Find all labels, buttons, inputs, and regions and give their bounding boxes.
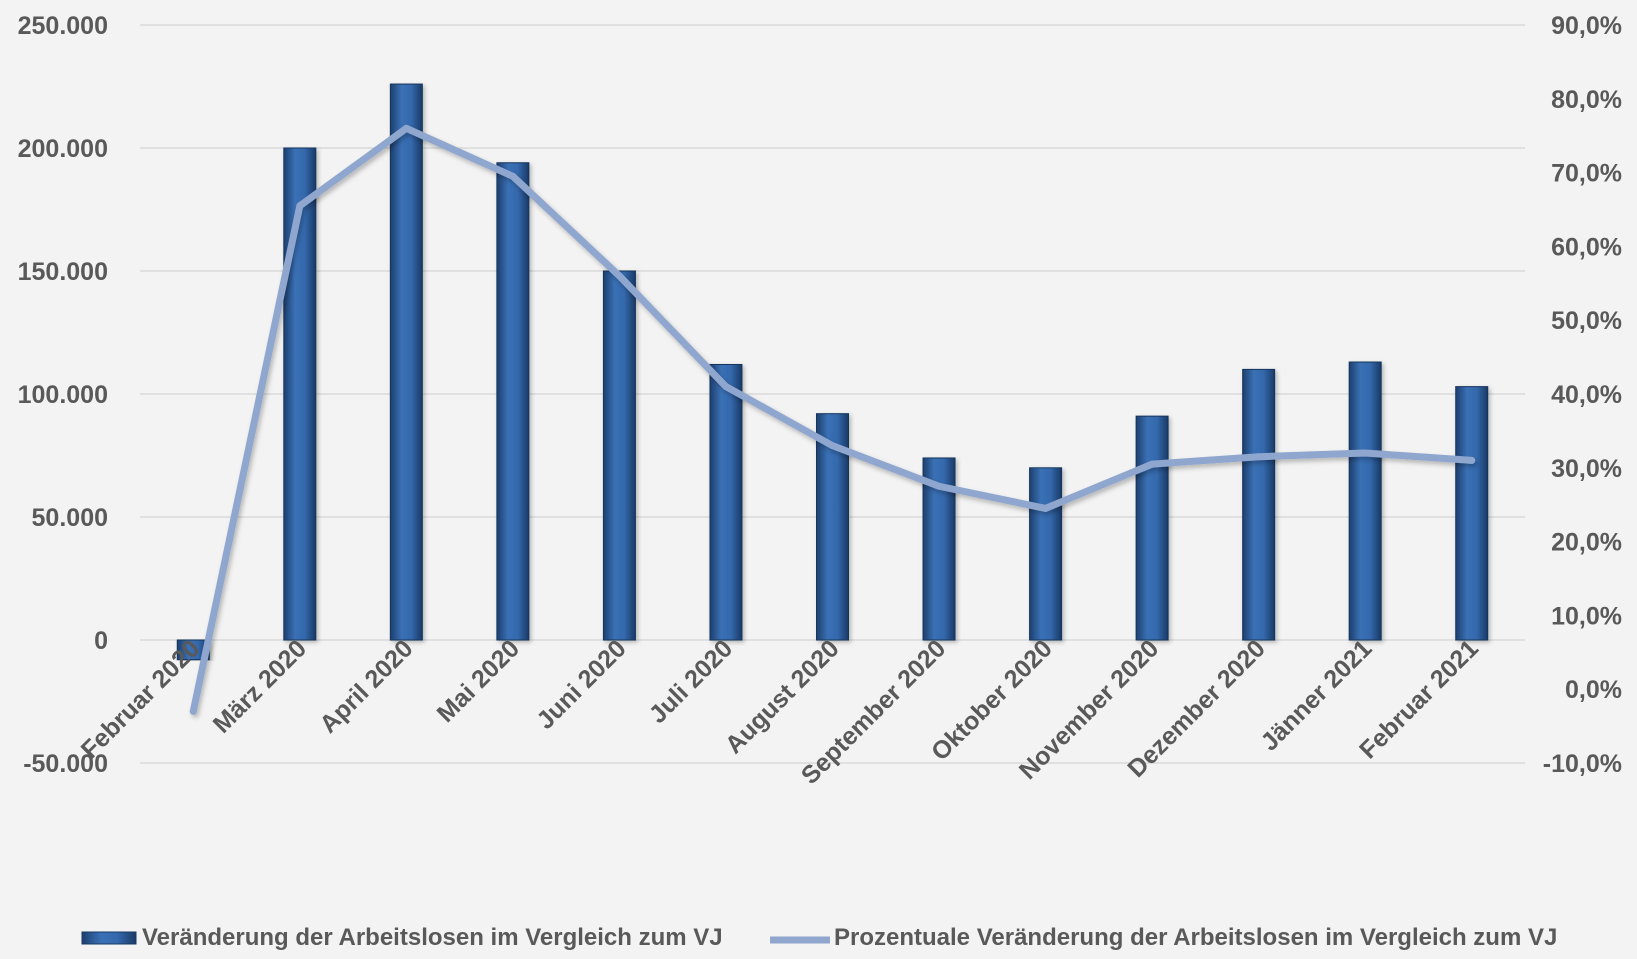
x-tick-label: Juli 2020 <box>644 634 738 728</box>
bar <box>389 83 423 641</box>
line-point <box>1361 449 1369 457</box>
line-point <box>722 383 730 391</box>
y-right-tick-label: -10,0% <box>1543 750 1622 778</box>
line-point <box>509 172 517 180</box>
bar <box>1242 368 1276 641</box>
line-point <box>615 272 623 280</box>
y-right-tick-label: 40,0% <box>1551 381 1622 409</box>
line-point <box>1148 460 1156 468</box>
line-point <box>296 202 304 210</box>
y-axis-right: -10,0% 0,0% 10,0% 20,0% 30,0% 40,0% 50,0% 60,0%… <box>1543 12 1622 778</box>
bar <box>283 147 317 641</box>
legend-swatch-bars <box>81 931 137 945</box>
y-right-tick-label: 30,0% <box>1551 455 1622 483</box>
y-axis-left: -50.000 0 50.000 100.000 150.000 200.000 250.0… <box>18 12 108 778</box>
bar <box>496 162 530 641</box>
y-right-tick-label: 60,0% <box>1551 233 1622 261</box>
y-left-tick-label: 250.000 <box>18 12 108 40</box>
legend-label-bars: Veränderung der Arbeitslosen im Vergleic… <box>142 924 723 951</box>
x-tick-label: April 2020 <box>314 634 418 738</box>
legend-label-line: Prozentuale Veränderung der Arbeitslosen… <box>834 924 1557 951</box>
bar <box>1029 467 1063 641</box>
y-left-tick-label: 200.000 <box>18 135 108 163</box>
line-point <box>935 482 943 490</box>
y-left-tick-label: 100.000 <box>18 381 108 409</box>
bar <box>602 270 636 641</box>
x-tick-label: März 2020 <box>208 634 312 738</box>
y-left-tick-label: 0 <box>94 627 108 655</box>
y-left-tick-label: 50.000 <box>32 504 108 532</box>
line-point <box>1042 504 1050 512</box>
bar-series <box>176 83 1489 661</box>
y-right-tick-label: 90,0% <box>1551 12 1622 40</box>
line-point <box>189 707 197 715</box>
line-point <box>402 124 410 132</box>
y-right-tick-label: 50,0% <box>1551 307 1622 335</box>
y-left-tick-label: 150.000 <box>18 258 108 286</box>
y-left-tick-label: -50.000 <box>23 750 108 778</box>
line-point <box>1255 453 1263 461</box>
y-right-tick-label: 0,0% <box>1565 676 1622 704</box>
line-point <box>1468 456 1476 464</box>
legend-item-bars: Veränderung der Arbeitslosen im Vergleic… <box>81 924 723 951</box>
line-point <box>829 442 836 450</box>
x-tick-label: Mai 2020 <box>432 634 526 728</box>
bar <box>709 363 743 641</box>
x-tick-label: Juni 2020 <box>531 634 631 734</box>
bar <box>1135 415 1169 641</box>
y-right-tick-label: 20,0% <box>1551 529 1622 557</box>
legend: Veränderung der Arbeitslosen im Vergleic… <box>81 924 1557 951</box>
bar <box>1348 361 1382 641</box>
y-right-tick-label: 80,0% <box>1551 86 1622 114</box>
x-axis: Februar 2020 März 2020 April 2020 Mai 2020 J… <box>76 634 1484 789</box>
y-right-tick-label: 70,0% <box>1551 160 1622 188</box>
line-series <box>189 124 1476 715</box>
bar <box>1455 386 1489 641</box>
legend-item-line: Prozentuale Veränderung der Arbeitslosen… <box>770 924 1557 951</box>
y-right-tick-label: 10,0% <box>1551 602 1622 630</box>
